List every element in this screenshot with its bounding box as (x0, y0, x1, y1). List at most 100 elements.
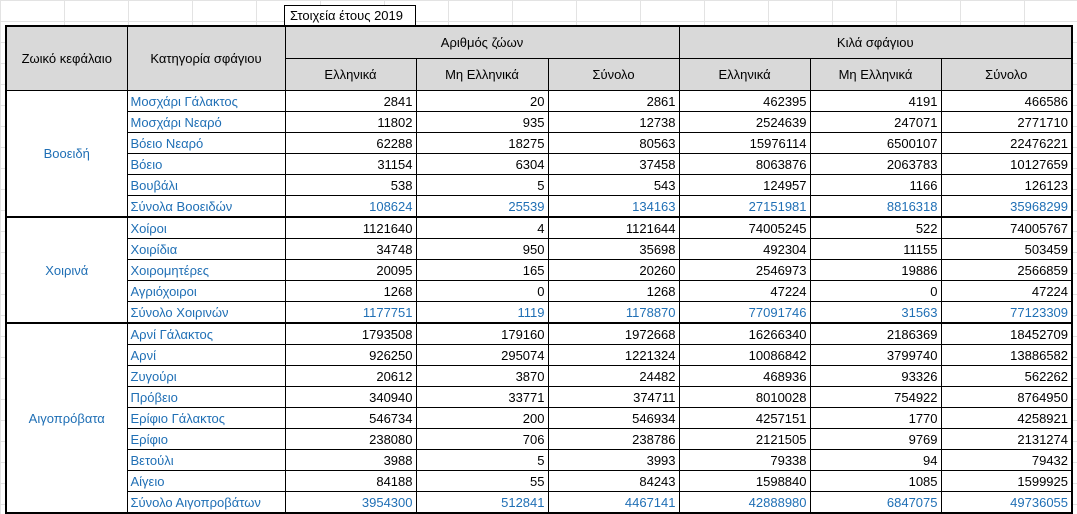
value-cell[interactable]: 754922 (810, 386, 942, 408)
value-cell[interactable]: 295074 (416, 344, 549, 366)
value-cell[interactable]: 468936 (679, 365, 811, 387)
header-carcass-kilos[interactable]: Κιλά σφάγιου (678, 25, 1074, 59)
group-label-cell[interactable]: Βοοειδή (5, 90, 128, 218)
group-label-cell[interactable]: Χοιρινά (5, 217, 128, 324)
value-cell[interactable]: 2524639 (679, 111, 811, 133)
value-cell[interactable]: 4257151 (679, 407, 811, 429)
value-cell[interactable]: 2546973 (679, 259, 811, 281)
value-cell[interactable]: 8010028 (679, 386, 811, 408)
value-cell[interactable]: 108624 (285, 195, 417, 218)
value-cell[interactable]: 74005767 (941, 217, 1074, 239)
category-label-cell[interactable]: Αρνί Γάλακτος (127, 323, 286, 345)
value-cell[interactable]: 562262 (941, 365, 1074, 387)
value-cell[interactable]: 503459 (941, 238, 1074, 260)
value-cell[interactable]: 8816318 (810, 195, 942, 218)
value-cell[interactable]: 462395 (679, 90, 811, 112)
value-cell[interactable]: 1770 (810, 407, 942, 429)
subheader-kilos-greek[interactable]: Ελληνικά (678, 58, 811, 91)
value-cell[interactable]: 165 (416, 259, 549, 281)
value-cell[interactable]: 2861 (548, 90, 680, 112)
value-cell[interactable]: 33771 (416, 386, 549, 408)
value-cell[interactable]: 179160 (416, 323, 549, 345)
value-cell[interactable]: 2186369 (810, 323, 942, 345)
value-cell[interactable]: 4 (416, 217, 549, 239)
header-number-of-animals[interactable]: Αριθμός ζώων (284, 25, 680, 59)
value-cell[interactable]: 84188 (285, 470, 417, 492)
subheader-animals-non-greek[interactable]: Μη Ελληνικά (415, 58, 549, 91)
value-cell[interactable]: 706 (416, 428, 549, 450)
value-cell[interactable]: 374711 (548, 386, 680, 408)
value-cell[interactable]: 77123309 (941, 301, 1074, 324)
year-caption-cell[interactable]: Στοιχεία έτους 2019 (284, 5, 416, 25)
category-label-cell[interactable]: Βουβάλι (127, 174, 286, 196)
value-cell[interactable]: 4191 (810, 90, 942, 112)
subheader-animals-total[interactable]: Σύνολο (547, 58, 680, 91)
category-label-cell[interactable]: Ζυγούρι (127, 365, 286, 387)
value-cell[interactable]: 1599925 (941, 470, 1074, 492)
value-cell[interactable]: 247071 (810, 111, 942, 133)
value-cell[interactable]: 1598840 (679, 470, 811, 492)
value-cell[interactable]: 35698 (548, 238, 680, 260)
value-cell[interactable]: 522 (810, 217, 942, 239)
value-cell[interactable]: 1121644 (548, 217, 680, 239)
value-cell[interactable]: 74005245 (679, 217, 811, 239)
value-cell[interactable]: 8764950 (941, 386, 1074, 408)
value-cell[interactable]: 3870 (416, 365, 549, 387)
header-carcass-category[interactable]: Κατηγορία σφάγιου (126, 25, 286, 91)
value-cell[interactable]: 18275 (416, 132, 549, 154)
value-cell[interactable]: 950 (416, 238, 549, 260)
value-cell[interactable]: 3988 (285, 449, 417, 471)
subheader-animals-greek[interactable]: Ελληνικά (284, 58, 417, 91)
value-cell[interactable]: 27151981 (679, 195, 811, 218)
value-cell[interactable]: 12738 (548, 111, 680, 133)
value-cell[interactable]: 492304 (679, 238, 811, 260)
value-cell[interactable]: 1972668 (548, 323, 680, 345)
value-cell[interactable]: 6847075 (810, 491, 942, 514)
value-cell[interactable]: 79338 (679, 449, 811, 471)
value-cell[interactable]: 2121505 (679, 428, 811, 450)
value-cell[interactable]: 47224 (941, 280, 1074, 302)
value-cell[interactable]: 77091746 (679, 301, 811, 324)
value-cell[interactable]: 238080 (285, 428, 417, 450)
value-cell[interactable]: 3799740 (810, 344, 942, 366)
value-cell[interactable]: 926250 (285, 344, 417, 366)
value-cell[interactable]: 4467141 (548, 491, 680, 514)
category-label-cell[interactable]: Βετούλι (127, 449, 286, 471)
value-cell[interactable]: 0 (810, 280, 942, 302)
value-cell[interactable]: 37458 (548, 153, 680, 175)
value-cell[interactable]: 2131274 (941, 428, 1074, 450)
value-cell[interactable]: 13886582 (941, 344, 1074, 366)
value-cell[interactable]: 20260 (548, 259, 680, 281)
value-cell[interactable]: 93326 (810, 365, 942, 387)
value-cell[interactable]: 15976114 (679, 132, 811, 154)
value-cell[interactable]: 20095 (285, 259, 417, 281)
value-cell[interactable]: 16266340 (679, 323, 811, 345)
value-cell[interactable]: 22476221 (941, 132, 1074, 154)
category-label-cell[interactable]: Βόειο Νεαρό (127, 132, 286, 154)
category-label-cell[interactable]: Μοσχάρι Νεαρό (127, 111, 286, 133)
value-cell[interactable]: 546734 (285, 407, 417, 429)
value-cell[interactable]: 1178870 (548, 301, 680, 324)
value-cell[interactable]: 340940 (285, 386, 417, 408)
total-label-cell[interactable]: Σύνολο Χοιρινών (127, 301, 286, 324)
value-cell[interactable]: 24482 (548, 365, 680, 387)
value-cell[interactable]: 5 (416, 449, 549, 471)
value-cell[interactable]: 1221324 (548, 344, 680, 366)
value-cell[interactable]: 18452709 (941, 323, 1074, 345)
value-cell[interactable]: 55 (416, 470, 549, 492)
category-label-cell[interactable]: Αρνί (127, 344, 286, 366)
value-cell[interactable]: 47224 (679, 280, 811, 302)
value-cell[interactable]: 25539 (416, 195, 549, 218)
value-cell[interactable]: 2063783 (810, 153, 942, 175)
value-cell[interactable]: 1121640 (285, 217, 417, 239)
value-cell[interactable]: 200 (416, 407, 549, 429)
value-cell[interactable]: 2841 (285, 90, 417, 112)
value-cell[interactable]: 2771710 (941, 111, 1074, 133)
value-cell[interactable]: 11802 (285, 111, 417, 133)
category-label-cell[interactable]: Ερίφιο (127, 428, 286, 450)
value-cell[interactable]: 5 (416, 174, 549, 196)
value-cell[interactable]: 3993 (548, 449, 680, 471)
value-cell[interactable]: 1268 (285, 280, 417, 302)
total-label-cell[interactable]: Σύνολα Βοοειδών (127, 195, 286, 218)
value-cell[interactable]: 1119 (416, 301, 549, 324)
